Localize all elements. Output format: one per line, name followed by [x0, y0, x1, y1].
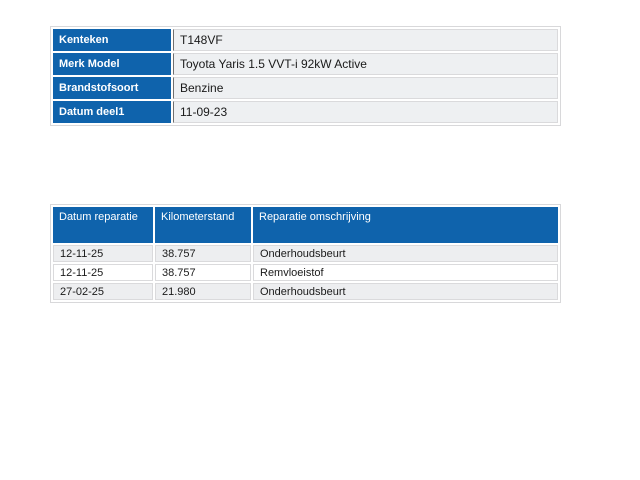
cell-datum: 12-11-25	[53, 264, 153, 281]
vehicle-info-table: Kenteken T148VF Merk Model Toyota Yaris …	[50, 26, 561, 126]
cell-kilometerstand: 21.980	[155, 283, 251, 300]
column-header-datum-reparatie: Datum reparatie	[53, 207, 153, 243]
vehicle-row-merk-model: Merk Model Toyota Yaris 1.5 VVT-i 92kW A…	[53, 53, 558, 75]
cell-omschrijving: Remvloeistof	[253, 264, 558, 281]
vehicle-row-datum-deel1: Datum deel1 11-09-23	[53, 101, 558, 123]
repair-row: 12-11-25 38.757 Onderhoudsbeurt	[53, 245, 558, 262]
column-header-reparatie-omschrijving: Reparatie omschrijving	[253, 207, 558, 243]
cell-datum: 12-11-25	[53, 245, 153, 262]
cell-omschrijving: Onderhoudsbeurt	[253, 283, 558, 300]
repair-history-table: Datum reparatie Kilometerstand Reparatie…	[50, 204, 561, 303]
field-value-merk-model: Toyota Yaris 1.5 VVT-i 92kW Active	[173, 53, 558, 75]
repair-row: 27-02-25 21.980 Onderhoudsbeurt	[53, 283, 558, 300]
cell-kilometerstand: 38.757	[155, 245, 251, 262]
cell-omschrijving: Onderhoudsbeurt	[253, 245, 558, 262]
cell-datum: 27-02-25	[53, 283, 153, 300]
column-header-kilometerstand: Kilometerstand	[155, 207, 251, 243]
repair-header-row: Datum reparatie Kilometerstand Reparatie…	[53, 207, 558, 243]
field-value-brandstofsoort: Benzine	[173, 77, 558, 99]
field-label-merk-model: Merk Model	[53, 53, 171, 75]
cell-kilometerstand: 38.757	[155, 264, 251, 281]
field-value-kenteken: T148VF	[173, 29, 558, 51]
vehicle-row-brandstofsoort: Brandstofsoort Benzine	[53, 77, 558, 99]
field-label-kenteken: Kenteken	[53, 29, 171, 51]
field-label-brandstofsoort: Brandstofsoort	[53, 77, 171, 99]
repair-row: 12-11-25 38.757 Remvloeistof	[53, 264, 558, 281]
vehicle-row-kenteken: Kenteken T148VF	[53, 29, 558, 51]
field-label-datum-deel1: Datum deel1	[53, 101, 171, 123]
field-value-datum-deel1: 11-09-23	[173, 101, 558, 123]
